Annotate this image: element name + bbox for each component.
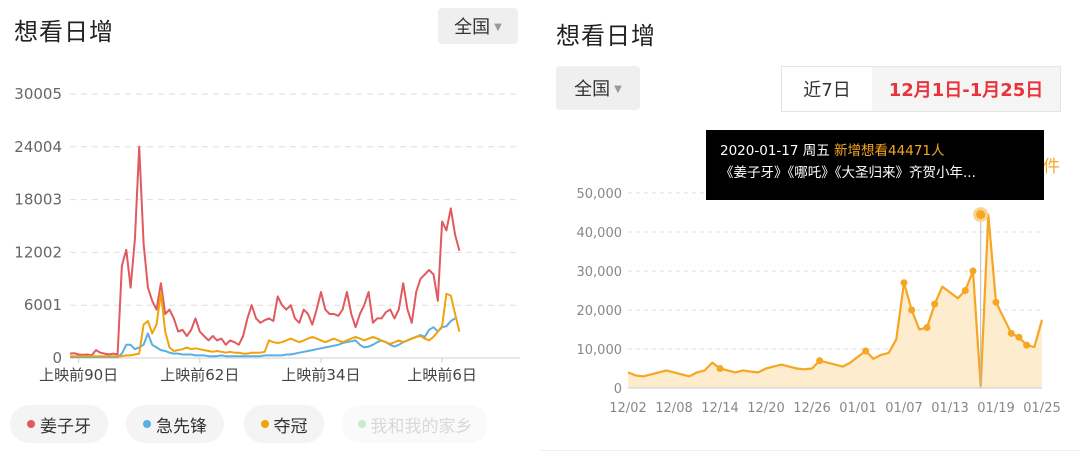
legend-item-duoguan[interactable]: 夺冠: [244, 405, 324, 443]
data-point: [923, 324, 931, 332]
x-tick-label: 上映前34日: [281, 366, 360, 384]
left-title: 想看日增: [14, 18, 114, 46]
legend-label: 我和我的家乡: [370, 416, 473, 437]
data-point: [1015, 333, 1023, 341]
y-tick-label: 40,000: [577, 226, 623, 241]
y-tick-label: 6001: [24, 296, 62, 314]
chart-tooltip: 2020-01-17 周五 新增想看44471人 《姜子牙》《哪吒》《大圣归来》…: [706, 130, 1044, 200]
x-tick-label: 01/19: [977, 401, 1014, 416]
right-area-chart: 0 10,000 20,000 30,000 40,000 50,000 12/02 12/0…: [577, 187, 1061, 416]
area-fill: [628, 214, 1042, 388]
data-point: [900, 279, 908, 287]
data-point: [816, 357, 824, 365]
tooltip-detail: 《姜子牙》《哪吒》《大圣归来》齐贺小年...: [720, 165, 976, 181]
date-range-selector: 近7日 12月1日-1月25日: [781, 66, 1061, 112]
legend-item-wohewodejiaxiang[interactable]: 我和我的家乡: [342, 405, 488, 443]
legend-dot-icon: [260, 420, 269, 428]
x-tick-label: 01/07: [885, 401, 922, 416]
y-tick-label: 50,000: [577, 187, 623, 202]
right-region-dropdown[interactable]: 全国 ▼: [556, 66, 640, 110]
x-tick-label: 01/01: [839, 401, 876, 416]
x-tick-label: 上映前62日: [160, 366, 239, 384]
legend-item-jixianfeng[interactable]: 急先锋: [126, 405, 224, 443]
chevron-down-icon: ▼: [614, 83, 622, 95]
legend-dot-icon: [143, 420, 151, 428]
data-point: [961, 287, 969, 294]
legend-label: 急先锋: [156, 416, 207, 437]
chevron-down-icon: ▼: [494, 21, 502, 33]
y-tick-label: 30005: [14, 85, 62, 103]
y-tick-label: 20,000: [577, 304, 623, 319]
data-point: [908, 306, 916, 314]
legend-dot-icon: [357, 420, 366, 428]
left-panel: 想看日增 全国 ▼ 0 6001 12002 18003 24004 30005 上映前90…: [10, 8, 520, 443]
data-point: [1023, 341, 1031, 349]
series-line-姜子牙: [69, 145, 461, 357]
series-line-夺冠: [70, 291, 461, 358]
data-point: [931, 300, 939, 308]
legend-dot-icon: [27, 420, 35, 428]
left-region-label: 全国: [454, 17, 491, 38]
y-tick-label: 24004: [14, 138, 62, 156]
y-tick-label: 18003: [14, 191, 62, 209]
data-point: [1007, 329, 1015, 337]
tooltip-date: 2020-01-17 周五: [720, 143, 830, 159]
series-line-新增想看: [627, 213, 1044, 388]
x-tick-label: 12/14: [701, 401, 738, 416]
x-tick-label: 上映前6日: [407, 366, 477, 384]
x-tick-label: 12/08: [655, 401, 692, 416]
y-tick-label: 12002: [14, 243, 62, 261]
highlight-point: [973, 207, 989, 223]
x-tick-label: 12/26: [793, 401, 830, 416]
right-panel: 想看日增 全国 ▼ 近7日 12月1日-1月25日 0 10,000 20,000 3…: [540, 0, 1080, 451]
y-tick-label: 0: [614, 382, 622, 397]
series-line-急先锋: [70, 317, 456, 359]
x-tick-label: 上映前90日: [39, 366, 118, 384]
data-point: [969, 267, 977, 275]
data-point: [716, 365, 724, 372]
legend-label: 姜子牙: [40, 416, 91, 437]
right-region-label: 全国: [574, 79, 611, 100]
x-tick-label: 01/25: [1023, 401, 1060, 416]
x-tick-label: 01/13: [931, 401, 968, 416]
right-title: 想看日增: [556, 22, 656, 50]
legend-item-jiangziya[interactable]: 姜子牙: [10, 405, 108, 443]
tooltip-line-1: 2020-01-17 周五 新增想看44471人: [720, 140, 1030, 162]
y-tick-label: 0: [52, 349, 62, 367]
left-line-chart: 0 6001 12002 18003 24004 30005 上映前90日 上映前62日 上映前…: [14, 85, 520, 384]
y-tick-label: 10,000: [577, 343, 623, 358]
x-tick-label: 12/02: [609, 401, 646, 416]
data-point: [992, 298, 1000, 306]
legend-label: 夺冠: [273, 416, 308, 437]
y-tick-label: 30,000: [577, 265, 623, 280]
tooltip-value: 新增想看44471人: [834, 143, 945, 159]
clipped-label: 件: [1043, 157, 1060, 177]
range-option-7days[interactable]: 近7日: [782, 67, 872, 111]
x-tick-label: 12/20: [747, 401, 784, 416]
data-point: [862, 347, 870, 355]
range-option-custom[interactable]: 12月1日-1月25日: [872, 67, 1060, 111]
left-region-dropdown[interactable]: 全国 ▼: [438, 8, 518, 44]
